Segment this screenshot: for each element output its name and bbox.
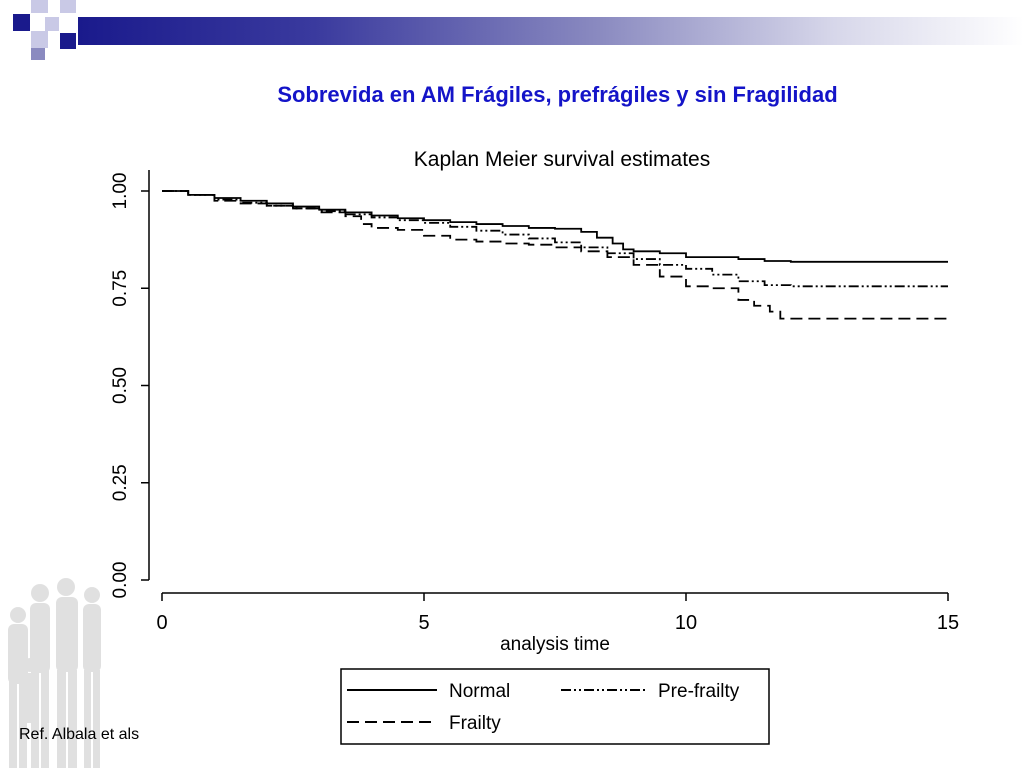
legend-label: Pre-frailty xyxy=(658,681,740,702)
y-tick-label: 1.00 xyxy=(110,173,131,210)
y-tick-label: 0.00 xyxy=(110,562,131,599)
decor-square xyxy=(31,31,48,48)
decor-square xyxy=(60,33,76,49)
series-line-normal xyxy=(162,190,948,263)
y-tick-label: 0.75 xyxy=(110,270,131,307)
decor-square xyxy=(31,48,45,60)
people-silhouette-decoration xyxy=(8,578,101,768)
series-line-pre-frailty xyxy=(162,190,948,288)
series-line-frailty xyxy=(162,190,948,320)
reference-note: Ref. Albala et als xyxy=(19,726,140,743)
x-axis-label: analysis time xyxy=(500,634,610,655)
slide-title: Sobrevida en AM Frágiles, prefrágiles y … xyxy=(277,82,838,107)
y-tick-label: 0.50 xyxy=(110,367,131,404)
legend-label: Normal xyxy=(449,681,510,702)
legend: Normal Pre-frailty Frailty xyxy=(347,681,740,734)
legend-box xyxy=(340,668,770,745)
chart-title: Kaplan Meier survival estimates xyxy=(414,148,710,171)
y-tick-label: 0.25 xyxy=(110,464,131,501)
x-tick-label: 15 xyxy=(937,612,959,634)
legend-label: Frailty xyxy=(449,713,501,734)
x-ticks: 0 5 10 15 xyxy=(156,593,959,634)
y-ticks: 0.00 0.25 0.50 0.75 1.00 xyxy=(110,173,149,599)
series-lines xyxy=(162,190,948,320)
header-gradient-bar xyxy=(78,17,1024,45)
decor-square xyxy=(60,0,76,13)
x-tick-label: 10 xyxy=(675,612,697,634)
x-tick-label: 0 xyxy=(156,612,167,634)
x-tick-label: 5 xyxy=(418,612,429,634)
decor-square xyxy=(13,14,30,31)
decor-square xyxy=(31,0,48,13)
decor-square xyxy=(45,17,59,31)
